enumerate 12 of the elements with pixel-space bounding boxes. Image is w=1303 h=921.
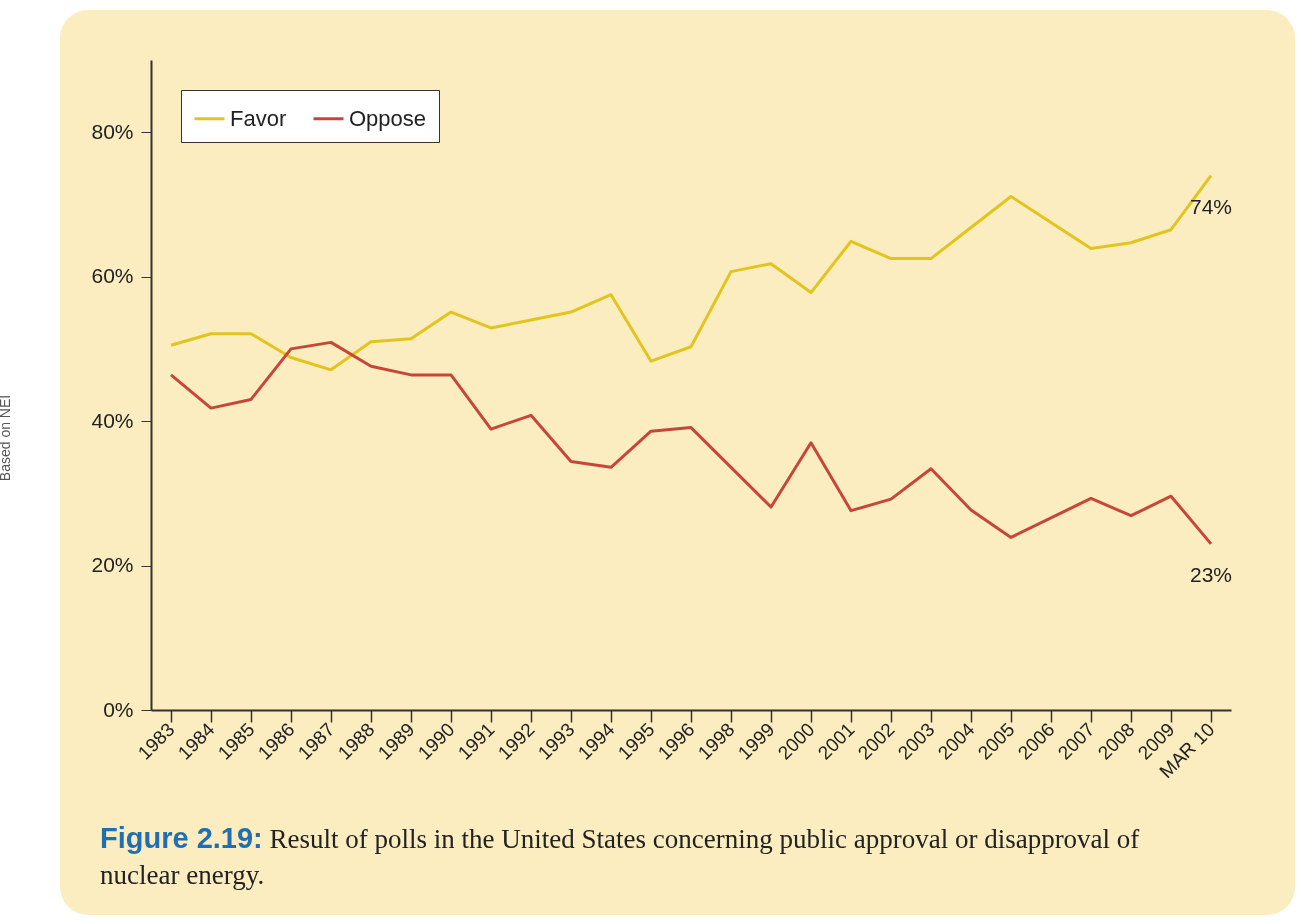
- data-label: 23%: [1189, 562, 1233, 586]
- data-label: 74%: [1189, 194, 1233, 218]
- legend-label: Favor: [230, 105, 287, 131]
- text: Based on NEI: [0, 394, 14, 482]
- y-tick-label: 80%: [91, 119, 134, 143]
- legend-label: Oppose: [349, 105, 427, 131]
- caption: Figure 2.19: Result of polls in the United States concerning public approval or disapproval of nuclear energy.: [100, 821, 1141, 892]
- y-tick-label: 20%: [91, 553, 134, 577]
- y-tick-label: 40%: [91, 408, 134, 432]
- line-series: [169, 340, 1213, 546]
- y-tick-label: 0%: [103, 697, 134, 721]
- y-tick-label: 60%: [91, 264, 134, 288]
